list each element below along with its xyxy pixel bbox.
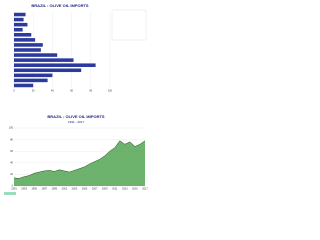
bar (14, 48, 41, 52)
bar (14, 78, 48, 83)
x-tick-label: 40 (51, 90, 54, 93)
bar (14, 27, 23, 32)
x-tick-label: 1997 (41, 188, 47, 191)
x-tick-label: 2007 (92, 188, 98, 191)
x-tick-label: 2017 (142, 188, 148, 191)
x-tick-label: 2003 (72, 188, 78, 191)
bar (14, 33, 32, 37)
x-tick-label: 1993 (21, 188, 27, 191)
bar (14, 73, 53, 78)
x-tick-label: 2001 (62, 188, 68, 191)
x-tick-label: 1991 (11, 188, 17, 191)
bar (14, 53, 58, 57)
y-tick-label: 40 (10, 161, 13, 164)
bar (14, 43, 43, 47)
x-tick-label: 2005 (82, 188, 88, 191)
x-tick-label: 100 (108, 90, 113, 93)
x-tick-label: 0 (13, 90, 15, 93)
x-tick-label: 1999 (52, 188, 58, 191)
bar (14, 17, 24, 22)
page: BRAZIL : OLIVE OIL IMPORTS BRAZIL : OLIV… (4, 3, 149, 195)
footer-logo (4, 192, 16, 195)
inset-frame (111, 9, 147, 41)
bar (14, 38, 36, 42)
bar (14, 63, 96, 67)
x-tick-label: 2011 (112, 188, 118, 191)
chart-title: BRAZIL : OLIVE OIL IMPORTS (31, 3, 89, 8)
y-tick-label: 100 (9, 127, 14, 130)
document: BRAZIL : OLIVE OIL IMPORTS BRAZIL : OLIV… (4, 3, 148, 195)
x-tick-label: 2015 (132, 188, 138, 191)
bar (14, 22, 28, 27)
x-tick-label: 20 (32, 90, 35, 93)
bar (14, 68, 82, 73)
y-tick-label: 60 (10, 150, 13, 153)
bar (14, 58, 74, 62)
bar (14, 83, 34, 88)
bar (14, 12, 26, 17)
x-tick-label: 2013 (122, 188, 128, 191)
chart-subtitle: 1991 - 2017 (68, 120, 84, 124)
x-tick-label: 2009 (102, 188, 108, 191)
x-tick-label: 80 (89, 90, 92, 93)
line (13, 140, 146, 179)
y-tick-label: 0 (12, 185, 14, 188)
area (14, 140, 145, 186)
y-tick-label: 80 (10, 138, 13, 141)
chart-title: BRAZIL : OLIVE OIL IMPORTS (47, 114, 105, 119)
y-tick-label: 20 (10, 173, 13, 176)
x-tick-label: 60 (70, 90, 73, 93)
x-tick-label: 1995 (31, 188, 37, 191)
